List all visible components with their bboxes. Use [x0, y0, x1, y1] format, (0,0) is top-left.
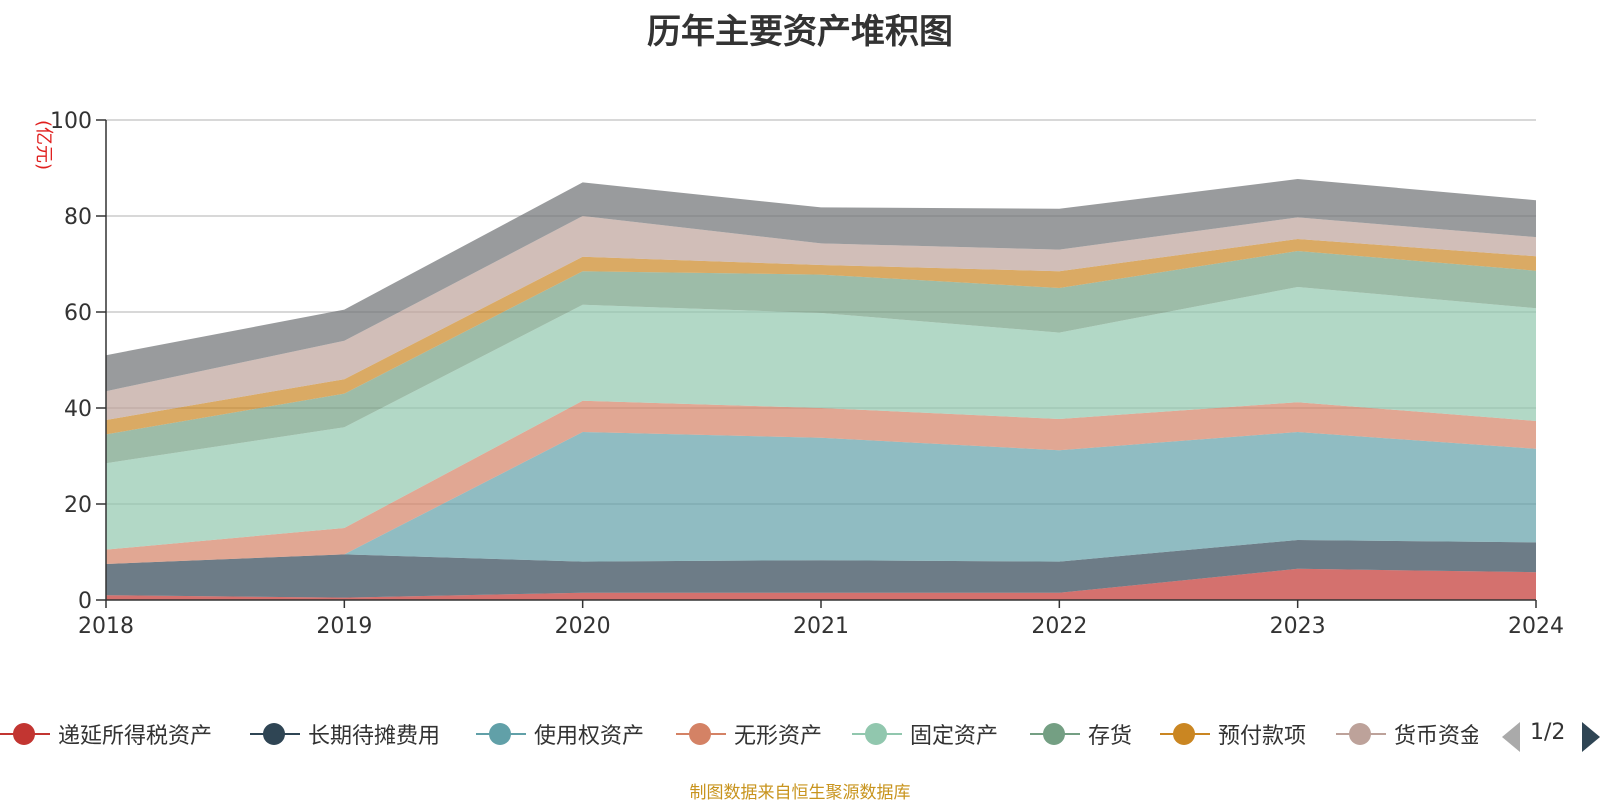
area-series-4: [106, 400, 1536, 564]
y-tick-label: 100: [50, 109, 92, 134]
legend: 递延所得税资产 长期待摊费用 使用权资产 无形资产 固定资产 存货 预付款项 货币资金 1/2: [0, 714, 1600, 754]
legend-page-indicator: 1/2: [1530, 720, 1566, 745]
y-tick-label: 20: [64, 493, 92, 518]
legend-item[interactable]: 预付款项: [1160, 714, 1306, 754]
x-tick-label: 2019: [316, 614, 372, 639]
legend-item[interactable]: 递延所得税资产: [0, 714, 212, 754]
x-tick-label: 2024: [1508, 614, 1564, 639]
area-series-5: [106, 287, 1536, 550]
legend-label: 固定资产: [910, 724, 999, 749]
y-tick-label: 80: [64, 205, 92, 230]
legend-marker-icon: [476, 714, 526, 754]
y-axis-unit-label: (亿元): [33, 120, 54, 170]
area-series-9: [106, 179, 1536, 392]
legend-item[interactable]: 固定资产: [852, 714, 998, 754]
legend-label: 货币资金: [1394, 724, 1478, 749]
x-tick-label: 2022: [1031, 614, 1087, 639]
y-tick-label: 0: [78, 589, 92, 614]
x-tick-label: 2018: [78, 614, 134, 639]
x-tick-label: 2021: [793, 614, 849, 639]
data-source-footer: 制图数据来自恒生聚源数据库: [689, 783, 911, 803]
legend-marker-icon: [676, 714, 726, 754]
legend-next-page-icon[interactable]: [1582, 722, 1600, 752]
area-series-6: [106, 251, 1536, 464]
area-series-7: [106, 239, 1536, 435]
legend-label: 预付款项: [1218, 724, 1307, 749]
legend-items: 递延所得税资产 长期待摊费用 使用权资产 无形资产 固定资产 存货 预付款项 货币资金: [0, 714, 1478, 754]
legend-marker-icon: [852, 714, 902, 754]
stacked-area-chart: 0 20 40 60 80 100 2018 2019 2020 2021 2022 2023 2024…: [33, 109, 1564, 639]
area-series-3: [106, 432, 1536, 564]
legend-item[interactable]: 使用权资产: [476, 714, 644, 754]
legend-prev-page-icon[interactable]: [1502, 722, 1520, 752]
x-tick-label: 2023: [1270, 614, 1326, 639]
legend-item[interactable]: 无形资产: [676, 714, 822, 754]
legend-marker-icon: [250, 714, 300, 754]
area-series-1: [106, 568, 1536, 600]
chart-title: 历年主要资产堆积图: [647, 12, 953, 52]
x-tick-label: 2020: [555, 614, 611, 639]
legend-marker-icon: [1160, 714, 1210, 754]
y-tick-label: 40: [64, 397, 92, 422]
legend-marker-icon: [0, 714, 50, 754]
y-tick-label: 60: [64, 301, 92, 326]
legend-label: 递延所得税资产: [58, 724, 213, 749]
axes: 0 20 40 60 80 100 2018 2019 2020 2021 2022 2023 2024: [50, 109, 1564, 639]
area-series-8: [106, 216, 1536, 420]
legend-label: 使用权资产: [534, 724, 645, 749]
legend-label: 存货: [1088, 724, 1133, 749]
area-series-2: [106, 540, 1536, 598]
legend-item[interactable]: 长期待摊费用: [250, 714, 440, 754]
legend-item[interactable]: 存货: [1030, 714, 1132, 754]
legend-marker-icon: [1030, 714, 1080, 754]
legend-marker-icon: [1336, 714, 1386, 754]
area-series: [106, 179, 1536, 600]
legend-label: 无形资产: [734, 724, 823, 749]
legend-label: 长期待摊费用: [308, 724, 441, 749]
legend-item[interactable]: 货币资金: [1336, 714, 1478, 754]
